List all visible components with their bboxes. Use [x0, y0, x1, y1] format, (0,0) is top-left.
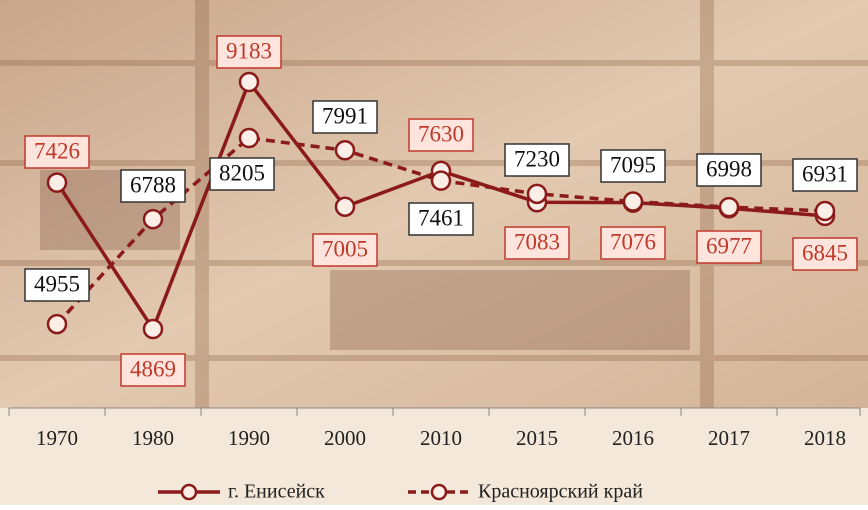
data-point	[46, 313, 68, 335]
x-tick-label: 2000	[324, 426, 366, 450]
legend: г. Енисейск Красноярский край	[158, 481, 643, 503]
value-label-box	[600, 226, 666, 260]
x-tick-label: 1970	[36, 426, 78, 450]
data-point	[526, 183, 548, 205]
legend-marker	[180, 483, 198, 501]
x-tick-label: 2016	[612, 426, 654, 450]
value-label: 7630	[418, 121, 464, 146]
value-label-box	[312, 100, 378, 134]
value-label: 7076	[610, 229, 656, 254]
x-tick-label: 1990	[228, 426, 270, 450]
value-label: 6977	[706, 233, 752, 258]
data-point	[622, 191, 644, 212]
data-point	[718, 196, 740, 218]
value-label: 4869	[130, 356, 176, 381]
value-label: 7005	[322, 236, 368, 261]
data-point	[334, 196, 356, 217]
value-label: 7083	[514, 229, 560, 254]
value-label-box	[312, 233, 378, 267]
x-tick-label: 2015	[516, 426, 558, 450]
value-label-box	[24, 135, 90, 169]
value-label-box	[696, 230, 762, 264]
value-label: 6998	[706, 156, 752, 181]
x-tick-label: 2017	[708, 426, 750, 450]
value-label-box	[209, 157, 275, 191]
data-point	[334, 139, 356, 161]
value-label-box	[504, 143, 570, 177]
value-label-box	[792, 158, 858, 192]
x-tick-label: 2010	[420, 426, 462, 450]
legend-marker	[430, 483, 448, 501]
value-label-box	[24, 268, 90, 302]
value-label: 9183	[226, 38, 272, 63]
value-label-box	[504, 226, 570, 260]
value-label-box	[408, 118, 474, 152]
value-label: 7461	[418, 205, 464, 230]
data-point	[46, 172, 68, 193]
value-label-box	[696, 153, 762, 187]
x-tick-label: 1980	[132, 426, 174, 450]
data-point	[142, 208, 164, 230]
x-tick-label: 2018	[804, 426, 846, 450]
value-label-box	[120, 169, 186, 203]
value-label: 6788	[130, 172, 176, 197]
legend-label: Красноярский край	[478, 481, 643, 503]
value-label: 7095	[610, 152, 656, 177]
data-point	[430, 170, 452, 191]
value-label: 7230	[514, 146, 560, 171]
data-point	[142, 318, 164, 340]
value-label: 4955	[34, 271, 80, 296]
value-label: 6845	[802, 240, 848, 265]
value-label: 6931	[802, 161, 848, 186]
legend-label: г. Енисейск	[228, 481, 325, 503]
value-label-box	[600, 149, 666, 183]
data-point	[238, 71, 260, 93]
value-label-box	[408, 202, 474, 236]
value-label-box	[120, 353, 186, 387]
value-label-box	[216, 35, 282, 69]
value-label: 7426	[34, 138, 80, 163]
data-point	[814, 200, 836, 222]
value-label: 7991	[322, 103, 368, 128]
value-label-box	[792, 237, 858, 271]
data-point	[238, 127, 260, 149]
value-label: 8205	[219, 160, 265, 185]
